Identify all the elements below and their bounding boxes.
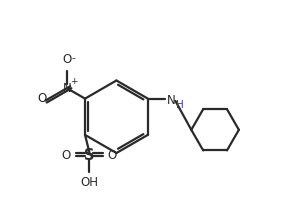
Text: O: O: [108, 149, 117, 162]
Text: N: N: [167, 94, 176, 108]
Text: O: O: [62, 149, 71, 162]
Text: O: O: [62, 53, 71, 66]
Text: +: +: [71, 77, 78, 86]
Text: OH: OH: [80, 176, 98, 189]
Text: O: O: [37, 92, 47, 105]
Text: -: -: [71, 54, 75, 64]
Text: S: S: [84, 148, 95, 163]
Text: N: N: [62, 82, 71, 95]
Text: H: H: [176, 100, 184, 110]
